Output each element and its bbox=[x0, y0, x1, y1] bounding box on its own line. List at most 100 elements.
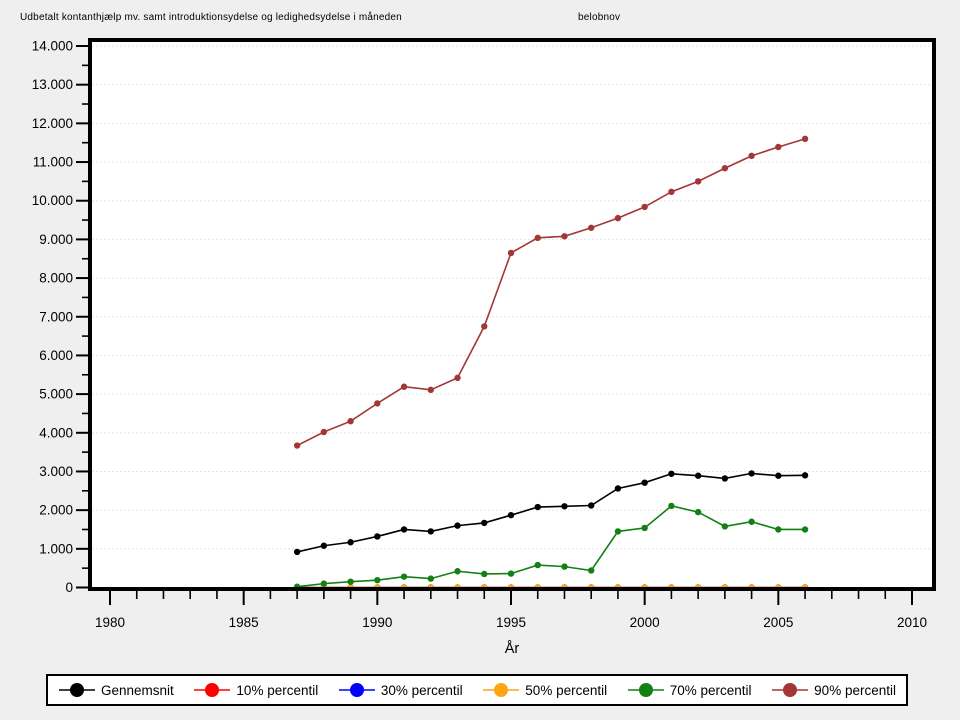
data-point-70-percentil bbox=[668, 502, 675, 510]
data-point-70-percentil bbox=[534, 561, 541, 569]
y-tick-label: 7.000 bbox=[39, 309, 73, 324]
data-point-70-percentil bbox=[748, 518, 755, 525]
data-point-gennemsnit bbox=[561, 503, 568, 510]
x-axis-title: År bbox=[505, 640, 520, 657]
data-point-90-percentil bbox=[507, 249, 515, 257]
data-point-70-percentil bbox=[347, 578, 354, 585]
y-tick-label: 13.000 bbox=[32, 77, 73, 92]
data-point-70-percentil bbox=[775, 526, 782, 533]
y-tick-label: 0 bbox=[65, 580, 73, 595]
data-point-90-percentil bbox=[668, 188, 675, 196]
legend-label: 70% percentil bbox=[669, 682, 752, 698]
data-point-gennemsnit bbox=[614, 485, 622, 492]
data-point-70-percentil bbox=[481, 570, 488, 578]
x-tick-label: 1980 bbox=[95, 615, 125, 630]
y-tick-label: 2.000 bbox=[39, 503, 73, 518]
data-point-70-percentil bbox=[400, 573, 408, 580]
data-point-gennemsnit bbox=[748, 470, 755, 477]
line-chart-canvas: 0 1.000 2.000 3.000 4.000 5.000 6.000 7.000 8.00… bbox=[32, 38, 936, 657]
data-point-gennemsnit bbox=[427, 528, 434, 535]
x-tick-label: 2010 bbox=[897, 615, 927, 630]
x-tick-label: 1995 bbox=[496, 615, 526, 630]
data-point-90-percentil bbox=[694, 178, 702, 185]
data-point-gennemsnit bbox=[588, 502, 595, 509]
legend-label: 30% percentil bbox=[380, 682, 463, 698]
data-point-90-percentil bbox=[320, 428, 328, 436]
data-point-gennemsnit bbox=[454, 522, 461, 529]
series-line-gennemsnit bbox=[296, 472, 806, 553]
series-line-70-percentil bbox=[297, 505, 806, 588]
plot-border bbox=[88, 38, 936, 591]
data-point-gennemsnit bbox=[481, 519, 488, 527]
data-point-90-percentil bbox=[427, 386, 434, 394]
y-tick-label: 8.000 bbox=[39, 271, 73, 286]
data-point-90-percentil bbox=[293, 442, 301, 449]
data-point-70-percentil bbox=[588, 567, 595, 574]
data-point-70-percentil bbox=[614, 528, 622, 535]
data-point-gennemsnit bbox=[721, 475, 729, 482]
legend-item-70-percentil: 70% percentil bbox=[627, 682, 752, 698]
x-tick-label: 1985 bbox=[229, 615, 259, 630]
data-point-90-percentil bbox=[454, 374, 461, 382]
chart-variable-label: belobnov bbox=[578, 12, 621, 23]
data-point-70-percentil bbox=[694, 508, 702, 516]
chart-title: Udbetalt kontanthjælp mv. samt introdukt… bbox=[20, 12, 402, 23]
data-point-70-percentil bbox=[721, 523, 729, 530]
legend-marker-icon bbox=[338, 683, 375, 697]
x-tick-label: 2005 bbox=[763, 615, 793, 630]
y-tick-label: 3.000 bbox=[39, 464, 73, 479]
data-point-90-percentil bbox=[614, 214, 622, 222]
data-point-90-percentil bbox=[775, 143, 782, 151]
data-point-gennemsnit bbox=[775, 472, 782, 479]
legend-label: Gennemsnit bbox=[101, 682, 174, 698]
data-point-90-percentil bbox=[801, 135, 809, 143]
legend-label: 50% percentil bbox=[525, 682, 608, 698]
data-point-90-percentil bbox=[347, 417, 354, 425]
legend-label: 90% percentil bbox=[814, 682, 896, 698]
legend-item-90-percentil: 90% percentil bbox=[771, 682, 896, 698]
data-point-90-percentil bbox=[641, 203, 648, 211]
data-point-70-percentil bbox=[454, 568, 461, 575]
data-point-70-percentil bbox=[641, 524, 648, 532]
legend-item-50-percentil: 50% percentil bbox=[482, 682, 607, 698]
data-point-gennemsnit bbox=[400, 526, 408, 533]
data-point-gennemsnit bbox=[347, 539, 354, 546]
data-point-gennemsnit bbox=[534, 503, 541, 511]
legend-marker-icon bbox=[59, 683, 95, 697]
legend-marker-icon bbox=[772, 683, 809, 697]
x-tick-label: 1990 bbox=[362, 615, 392, 630]
y-tick-label: 10.000 bbox=[32, 193, 73, 208]
legend-label: 10% percentil bbox=[236, 682, 319, 698]
series-line-90-percentil bbox=[296, 138, 806, 447]
data-point-gennemsnit bbox=[801, 472, 809, 479]
y-tick-label: 12.000 bbox=[32, 116, 73, 131]
data-point-90-percentil bbox=[748, 152, 755, 160]
legend-item-10-percentil: 10% percentil bbox=[193, 682, 318, 698]
plot-area bbox=[90, 40, 934, 589]
y-tick-label: 1.000 bbox=[39, 541, 73, 556]
data-point-90-percentil bbox=[374, 400, 381, 407]
data-point-90-percentil bbox=[534, 234, 541, 242]
data-point-gennemsnit bbox=[668, 470, 675, 477]
y-tick-label: 14.000 bbox=[32, 39, 73, 54]
y-tick-label: 5.000 bbox=[39, 387, 73, 402]
legend-marker-icon bbox=[627, 683, 664, 697]
data-point-70-percentil bbox=[507, 570, 515, 577]
data-point-gennemsnit bbox=[320, 542, 328, 549]
legend-item-30-percentil: 30% percentil bbox=[338, 682, 463, 698]
data-point-90-percentil bbox=[400, 383, 408, 390]
y-tick-label: 4.000 bbox=[39, 425, 73, 440]
x-tick-label: 2000 bbox=[630, 615, 660, 630]
data-point-90-percentil bbox=[561, 233, 568, 240]
legend-item-gennemsnit: Gennemsnit bbox=[58, 682, 174, 698]
data-point-gennemsnit bbox=[694, 472, 702, 479]
data-point-gennemsnit bbox=[374, 533, 381, 540]
data-point-90-percentil bbox=[721, 165, 729, 172]
data-point-90-percentil bbox=[481, 323, 488, 330]
y-tick-label: 9.000 bbox=[39, 232, 73, 247]
data-point-70-percentil bbox=[427, 575, 434, 582]
data-point-70-percentil bbox=[374, 576, 381, 584]
y-tick-label: 6.000 bbox=[39, 348, 73, 363]
data-point-gennemsnit bbox=[507, 511, 515, 519]
